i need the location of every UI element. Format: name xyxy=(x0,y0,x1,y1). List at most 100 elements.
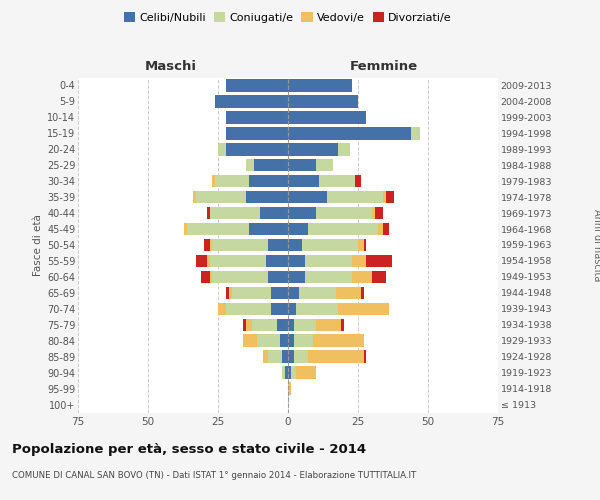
Text: Anni di nascita: Anni di nascita xyxy=(592,209,600,281)
Bar xyxy=(280,334,288,347)
Bar xyxy=(302,239,358,251)
Bar xyxy=(377,223,383,235)
Bar xyxy=(288,286,299,299)
Bar xyxy=(288,207,316,220)
Bar xyxy=(204,239,209,251)
Bar xyxy=(288,270,305,283)
Bar xyxy=(299,286,335,299)
Bar xyxy=(296,366,316,379)
Bar xyxy=(184,223,187,235)
Bar xyxy=(338,302,389,315)
Bar xyxy=(296,302,338,315)
Bar xyxy=(209,254,266,267)
Bar xyxy=(305,270,352,283)
Bar xyxy=(268,270,288,283)
Bar xyxy=(226,111,288,124)
Bar xyxy=(288,254,305,267)
Bar xyxy=(196,191,246,203)
Bar xyxy=(288,366,291,379)
Legend: Celibi/Nubili, Coniugati/e, Vedovi/e, Divorziati/e: Celibi/Nubili, Coniugati/e, Vedovi/e, Di… xyxy=(120,8,456,28)
Bar xyxy=(207,207,209,220)
Bar xyxy=(271,302,288,315)
Bar xyxy=(266,254,288,267)
Bar xyxy=(187,223,249,235)
Bar xyxy=(263,350,268,363)
Bar xyxy=(283,350,288,363)
Bar xyxy=(338,143,350,156)
Bar xyxy=(288,382,291,395)
Bar xyxy=(246,159,254,172)
Bar xyxy=(355,175,361,188)
Bar xyxy=(358,239,364,251)
Bar xyxy=(288,302,296,315)
Bar xyxy=(288,318,293,331)
Bar xyxy=(372,207,375,220)
Text: COMUNE DI CANAL SAN BOVO (TN) - Dati ISTAT 1° gennaio 2014 - Elaborazione TUTTIT: COMUNE DI CANAL SAN BOVO (TN) - Dati IST… xyxy=(12,471,416,480)
Bar xyxy=(232,286,271,299)
Bar xyxy=(335,286,361,299)
Bar xyxy=(308,223,377,235)
Bar xyxy=(288,191,327,203)
Bar xyxy=(226,286,229,299)
Bar xyxy=(249,175,288,188)
Bar xyxy=(316,207,372,220)
Bar xyxy=(243,334,257,347)
Bar xyxy=(209,270,212,283)
Bar xyxy=(226,80,288,92)
Y-axis label: Fasce di età: Fasce di età xyxy=(32,214,43,276)
Bar xyxy=(375,207,383,220)
Bar xyxy=(352,270,372,283)
Bar xyxy=(251,318,277,331)
Bar xyxy=(361,286,364,299)
Bar xyxy=(201,270,209,283)
Bar xyxy=(293,318,316,331)
Bar xyxy=(288,350,293,363)
Bar xyxy=(246,191,288,203)
Bar xyxy=(288,175,319,188)
Bar xyxy=(215,95,288,108)
Bar xyxy=(288,239,302,251)
Bar xyxy=(243,318,246,331)
Bar xyxy=(226,127,288,140)
Bar xyxy=(288,111,367,124)
Bar xyxy=(364,239,367,251)
Bar xyxy=(364,350,367,363)
Bar xyxy=(352,254,367,267)
Bar xyxy=(327,191,383,203)
Bar xyxy=(212,270,268,283)
Bar xyxy=(305,254,352,267)
Bar xyxy=(193,191,196,203)
Bar xyxy=(341,318,344,331)
Bar xyxy=(229,286,232,299)
Bar xyxy=(260,207,288,220)
Bar xyxy=(316,318,341,331)
Bar xyxy=(254,159,288,172)
Bar xyxy=(196,254,207,267)
Text: Maschi: Maschi xyxy=(145,60,197,72)
Bar xyxy=(226,302,271,315)
Bar xyxy=(226,143,288,156)
Bar xyxy=(293,334,313,347)
Bar xyxy=(218,143,226,156)
Bar xyxy=(367,254,392,267)
Bar xyxy=(288,334,293,347)
Bar xyxy=(411,127,419,140)
Bar xyxy=(209,239,212,251)
Bar xyxy=(383,191,386,203)
Bar xyxy=(277,318,288,331)
Text: Femmine: Femmine xyxy=(350,60,418,72)
Bar xyxy=(386,191,394,203)
Bar xyxy=(288,159,316,172)
Bar xyxy=(288,80,352,92)
Bar xyxy=(249,223,288,235)
Bar xyxy=(283,366,285,379)
Bar xyxy=(319,175,355,188)
Bar xyxy=(212,239,268,251)
Bar xyxy=(257,334,280,347)
Bar xyxy=(288,95,358,108)
Bar xyxy=(209,207,260,220)
Bar xyxy=(218,302,226,315)
Bar xyxy=(207,254,209,267)
Bar xyxy=(288,127,411,140)
Bar xyxy=(215,175,249,188)
